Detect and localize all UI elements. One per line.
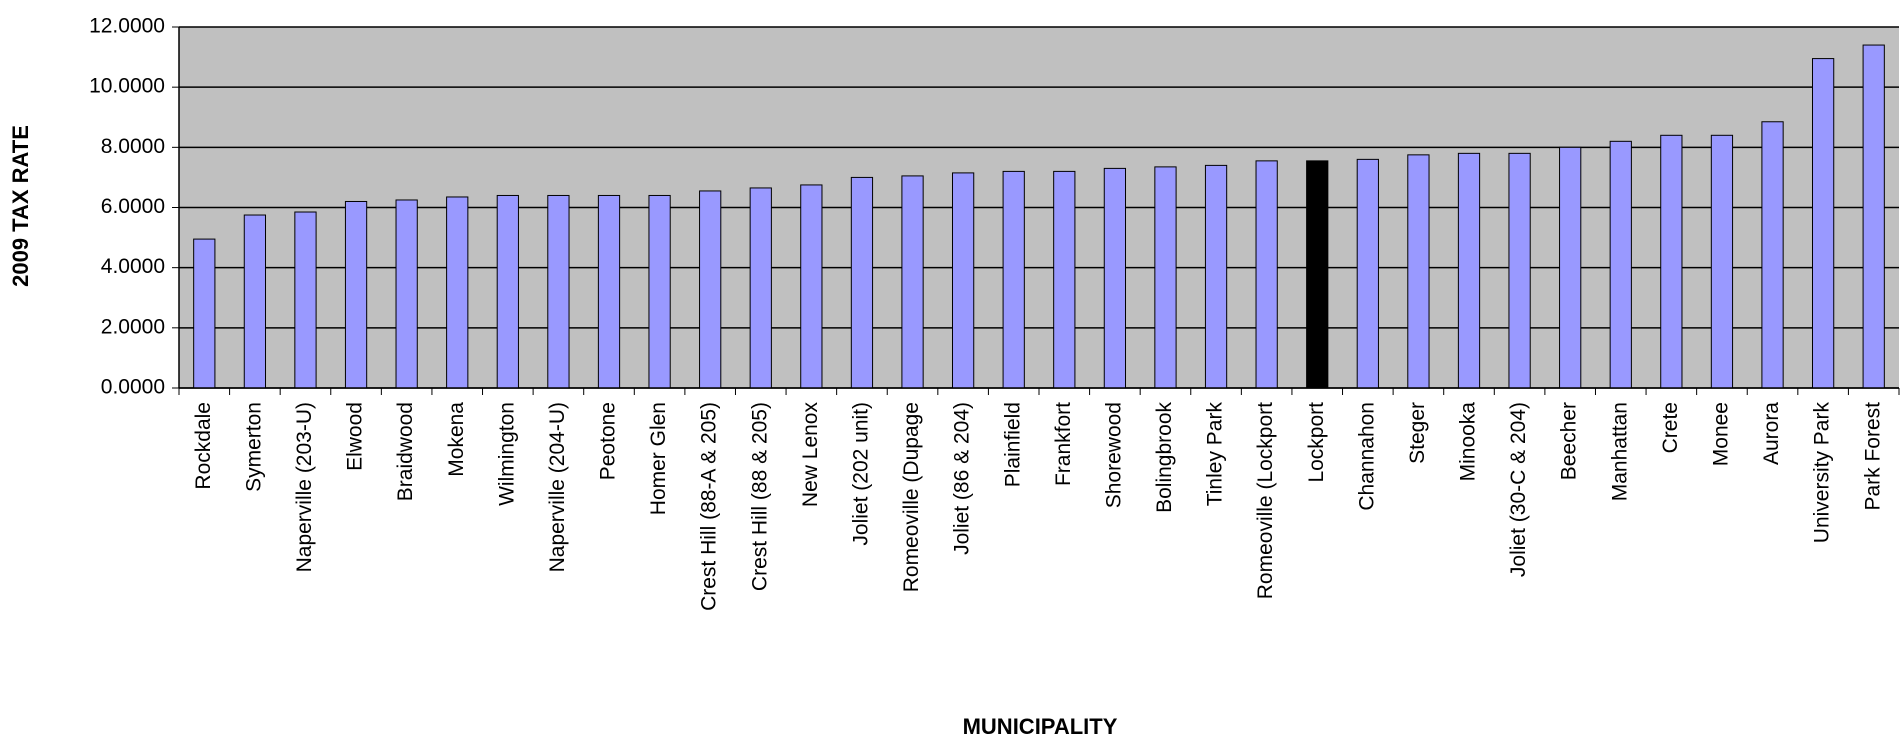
bar [496,194,519,389]
x-tick-label: Romeoville (Dupage [900,402,923,592]
bar [1710,134,1734,389]
x-tick-label: Beecher [1558,402,1581,480]
bar [1862,44,1885,389]
x-tick-label: Park Forest [1861,402,1884,511]
x-tick-label: Tinley Park [1204,402,1227,507]
bar [547,194,570,389]
x-axis-title: MUNICIPALITY [963,714,1118,739]
y-tick-label: 10.0000 [89,75,165,98]
bar [1407,154,1430,389]
bar [901,175,924,389]
bar [446,196,469,389]
bar [1660,134,1683,389]
x-tick-label: Wilmington [495,402,518,506]
x-tick-label: Homer Glen [647,402,670,515]
bar [1457,152,1481,389]
x-tick-label: Frankfort [1052,402,1075,486]
bar [1356,158,1379,389]
bar [243,214,267,389]
y-axis-title: 2009 TAX RATE [8,125,33,287]
bar [1761,121,1784,389]
bar [1053,170,1076,389]
bar [1609,140,1632,389]
bar [344,200,368,389]
bar [850,176,874,389]
x-tick-label: Manhattan [1608,402,1631,501]
x-tick-label: Minooka [1457,402,1480,482]
x-tick-label: Peotone [597,402,620,480]
bar [1154,166,1177,389]
x-tick-label: Naperville (204-U) [546,402,569,572]
x-tick-label: Elwood [344,402,367,471]
x-tick-label: Shorewood [1102,402,1125,508]
x-tick-label: Steger [1406,402,1429,464]
y-tick-label: 2.0000 [101,315,165,338]
x-tick-label: Bolingbrook [1153,402,1176,513]
x-tick-label: Crest Hill (88-A & 205) [698,402,721,611]
x-tick-label: Aurora [1760,402,1783,465]
bar [951,172,975,389]
x-tick-label: University Park [1811,402,1834,544]
bar [749,187,772,389]
x-tick-label: Joliet (30-C & 204) [1507,402,1530,577]
bar [193,238,216,389]
x-tick-label: Channahon [1355,402,1378,511]
bar [1002,170,1025,389]
x-tick-label: Plainfield [1001,402,1024,487]
bar [1811,58,1835,389]
y-tick-label: 8.0000 [101,135,165,158]
y-tick-label: 4.0000 [101,255,165,278]
bar [800,184,823,389]
x-tick-label: Naperville (203-U) [293,402,316,572]
x-tick-label: Monee [1709,402,1732,466]
x-tick-label: Romeoville (Lockport [1254,402,1277,599]
bar [648,194,671,389]
x-tick-label: Braidwood [394,402,417,501]
bar [1306,160,1329,389]
x-tick-label: Mokena [445,402,468,477]
bar [699,190,722,389]
bar [1204,164,1228,389]
x-tick-label: Joliet (86 & 204) [951,402,974,555]
x-tick-label: Joliet (202 unit) [849,402,872,546]
x-tick-label: Symerton [242,402,265,492]
x-tick-label: Crest Hill (88 & 205) [748,402,771,591]
bar [1255,160,1278,389]
y-tick-label: 6.0000 [101,195,165,218]
bar [1508,152,1531,389]
y-tick-label: 0.0000 [101,376,165,399]
bar [597,194,621,389]
y-tick-label: 12.0000 [89,15,165,38]
x-tick-label: New Lenox [799,402,822,508]
bar [395,199,418,389]
bar [1559,146,1582,389]
bar [1103,167,1127,389]
bar [294,211,317,389]
x-tick-label: Rockdale [192,402,215,490]
x-tick-label: Lockport [1305,402,1328,483]
x-tick-label: Crete [1659,402,1682,453]
